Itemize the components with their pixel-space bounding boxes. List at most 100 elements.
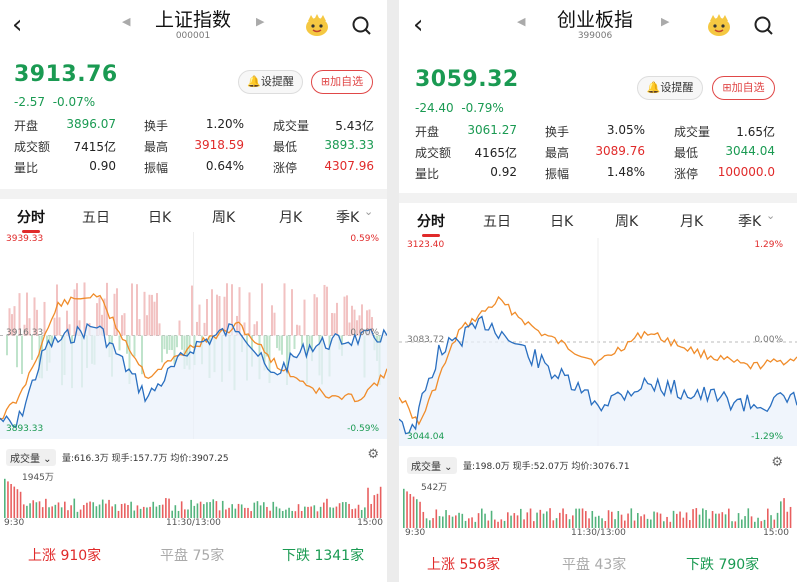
volume-bar [630,508,633,528]
breadth-bar [118,335,121,351]
volume-chart[interactable] [0,466,387,518]
stat-1-2: 振幅 0.64% [144,159,244,176]
volume-bar [676,513,678,528]
chevron-down-icon: ⌄ [364,205,374,218]
prev-index-icon[interactable]: ◀ [517,15,526,28]
set-alert-button[interactable]: 🔔设提醒 [637,76,703,100]
breadth-bar [203,322,206,336]
volume-bar [555,518,558,528]
breadth-bar [238,287,241,336]
volume-bar [364,507,366,518]
volume-bar [16,489,19,518]
volume-bar [494,519,496,528]
volume-bar [442,516,444,528]
volume-bar [461,513,464,528]
set-alert-button[interactable]: 🔔设提醒 [238,70,303,94]
volume-bar [10,484,12,518]
volume-bar [419,501,421,528]
stat-label: 成交量 [273,119,310,133]
breadth-bar [161,335,163,363]
volume-bar [689,520,691,528]
volume-bar [653,511,655,528]
volume-bar [35,502,38,518]
next-index-icon[interactable]: ▶ [256,15,265,28]
volume-bar [221,500,224,518]
breadth-bar [78,320,81,336]
breadth-bar [136,284,138,336]
volume-selector[interactable]: 成交量 ⌄ [407,457,457,474]
tab-3[interactable]: 周K [212,210,236,226]
volume-bar [108,499,110,518]
volume-bar [45,498,47,518]
volume-bar [425,518,428,528]
breadth-bar [276,335,278,349]
breadth-bar [28,318,31,336]
breadth-bar [121,315,123,336]
tab-0[interactable]: 分时 [17,210,45,226]
tab-4[interactable]: 月K [279,210,303,226]
settings-icon[interactable]: ⚙ [367,447,379,462]
back-icon[interactable]: ‹ [413,10,424,40]
breadth-bar [166,335,168,354]
volume-bar [177,510,180,518]
mascot-icon[interactable] [706,13,732,37]
tab-1[interactable]: 五日 [483,214,511,230]
volume-bar [4,478,6,518]
tab-0[interactable]: 分时 [417,214,445,230]
intraday-chart[interactable] [399,238,797,446]
breadth-bar [356,320,358,336]
tab-4[interactable]: 月K [680,214,704,230]
search-icon[interactable] [351,15,373,37]
breadth-bar [288,335,291,361]
volume-bar [458,512,460,528]
volume-bar [435,509,438,528]
volume-selector[interactable]: 成交量 ⌄ [6,449,56,466]
breadth-bar [256,321,258,336]
price-line [399,315,797,435]
stat-0-2: 量比 0.92 [415,165,517,182]
volume-chart[interactable] [399,476,797,528]
tab-1[interactable]: 五日 [82,210,110,226]
tab-3[interactable]: 周K [615,214,639,230]
add-watchlist-button[interactable]: ⊞加自选 [712,76,775,100]
time-start: 9:30 [405,528,426,538]
volume-bar [468,518,470,528]
down-value: 790家 [718,557,760,573]
settings-icon[interactable]: ⚙ [771,455,783,470]
set-alert-label: 设提醒 [660,81,694,94]
current-price: 3913.76 [14,62,118,87]
intraday-chart[interactable] [0,232,387,439]
volume-bar [313,505,316,518]
breadth-bar [191,285,193,336]
volume-bar [705,510,707,528]
tab-2[interactable]: 日K [148,210,172,226]
change-percent: -0.07% [52,95,96,109]
volume-bar [105,503,107,518]
stat-label: 量比 [415,167,440,181]
volume-bar [682,517,685,528]
index-code: 000001 [175,31,211,41]
search-icon[interactable] [753,15,775,37]
breadth-bar [133,335,136,357]
tab-5[interactable]: 季K [738,214,762,230]
volume-bar [29,503,31,518]
breadth-bar [223,296,226,336]
volume-bar [659,513,662,528]
stat-1-0: 换手 1.20% [144,117,244,134]
volume-bar [741,519,743,528]
back-icon[interactable]: ‹ [12,10,23,40]
breadth-bar [348,322,351,336]
tab-2[interactable]: 日K [550,214,574,230]
volume-bar [724,514,727,528]
volume-bar [158,505,161,518]
volume-bar [760,521,763,528]
volume-bar [513,513,516,528]
volume-bar [98,504,101,518]
stat-0-0: 开盘 3061.27 [415,123,517,140]
prev-index-icon[interactable]: ◀ [122,15,131,28]
next-index-icon[interactable]: ▶ [661,15,670,28]
volume-bar [464,520,467,528]
mascot-icon[interactable] [304,13,330,37]
tab-5[interactable]: 季K [336,210,360,226]
add-watchlist-button[interactable]: ⊞加自选 [311,70,373,94]
